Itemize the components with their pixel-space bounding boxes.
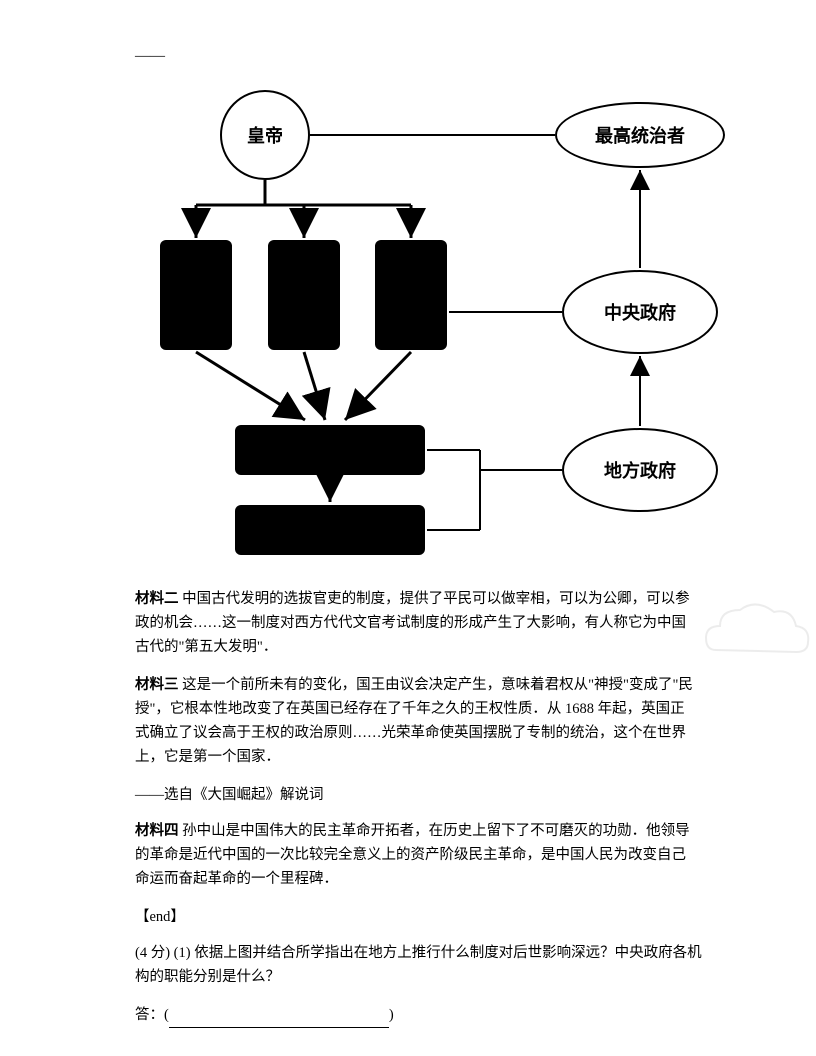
supreme-ruler-label: 最高统治者 (595, 122, 685, 148)
local-gov-label: 地方政府 (604, 457, 676, 483)
org-diagram: 皇帝 最高统治者 中央政府 地方政府 (130, 70, 750, 570)
m2-text: 中国古代发明的选拔官吏的制度，提供了平民可以做宰相，可以为公卿，可以参政的机会…… (135, 591, 690, 655)
top-box-2 (268, 240, 340, 350)
answer-row: 答：() (135, 1004, 695, 1028)
end-marker: 【end】 (135, 906, 695, 930)
end-text: 【end】 (135, 909, 185, 925)
top-box-3 (375, 240, 447, 350)
supreme-ruler-node: 最高统治者 (555, 102, 725, 168)
answer-prefix: 答：( (135, 1007, 169, 1023)
answer-blank (169, 1027, 389, 1028)
m4-label: 材料四 (135, 823, 179, 839)
bottom-box-1 (235, 425, 425, 475)
material-2: 材料二 中国古代发明的选拔官吏的制度，提供了平民可以做宰相，可以为公卿，可以参政… (135, 588, 695, 660)
m3-text: 这是一个前所未有的变化，国王由议会决定产生，意味着君权从"神授"变成了"民授"，… (135, 677, 693, 765)
m4-text: 孙中山是中国伟大的民主革命开拓者，在历史上留下了不可磨灭的功勋．他领导的革命是近… (135, 823, 690, 887)
watermark-cloud (696, 590, 816, 670)
material-4: 材料四 孙中山是中国伟大的民主革命开拓者，在历史上留下了不可磨灭的功勋．他领导的… (135, 820, 695, 892)
top-box-1 (160, 240, 232, 350)
m2-label: 材料二 (135, 591, 179, 607)
central-gov-label: 中央政府 (604, 299, 676, 325)
q1-text: (4 分) (1) 依据上图并结合所学指出在地方上推行什么制度对后世影响深远？中… (135, 945, 702, 985)
emperor-label: 皇帝 (247, 122, 283, 148)
material-3: 材料三 这是一个前所未有的变化，国王由议会决定产生，意味着君权从"神授"变成了"… (135, 674, 695, 770)
local-gov-node: 地方政府 (562, 428, 718, 512)
m3-label: 材料三 (135, 677, 179, 693)
m3-source: ——选自《大国崛起》解说词 (135, 787, 324, 803)
material-3-source: ——选自《大国崛起》解说词 (135, 784, 695, 808)
answer-suffix: ) (389, 1007, 394, 1023)
bottom-box-2 (235, 505, 425, 555)
page-dash: —— (135, 48, 165, 65)
central-gov-node: 中央政府 (562, 270, 718, 354)
emperor-node: 皇帝 (220, 90, 310, 180)
question-1: (4 分) (1) 依据上图并结合所学指出在地方上推行什么制度对后世影响深远？中… (135, 942, 715, 990)
